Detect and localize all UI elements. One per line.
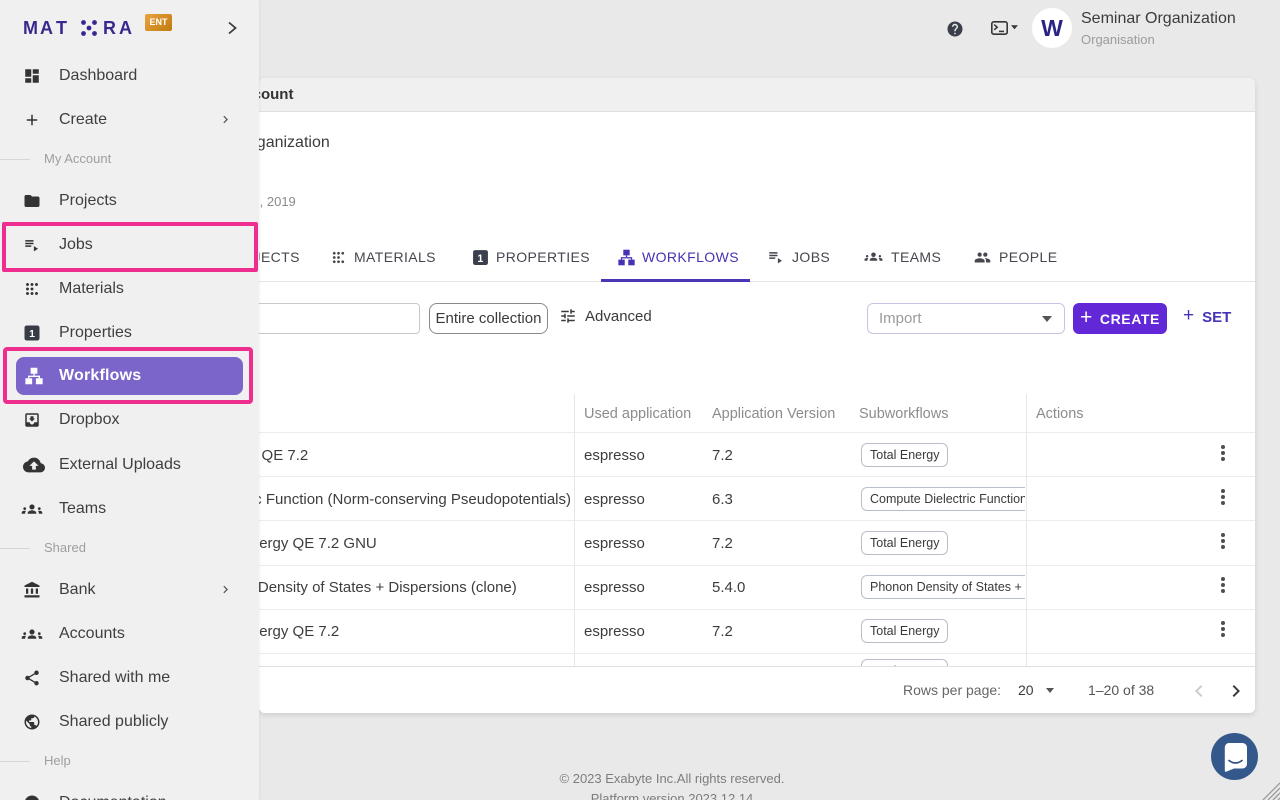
- svg-text:1: 1: [29, 328, 35, 340]
- svg-text:1: 1: [477, 252, 483, 264]
